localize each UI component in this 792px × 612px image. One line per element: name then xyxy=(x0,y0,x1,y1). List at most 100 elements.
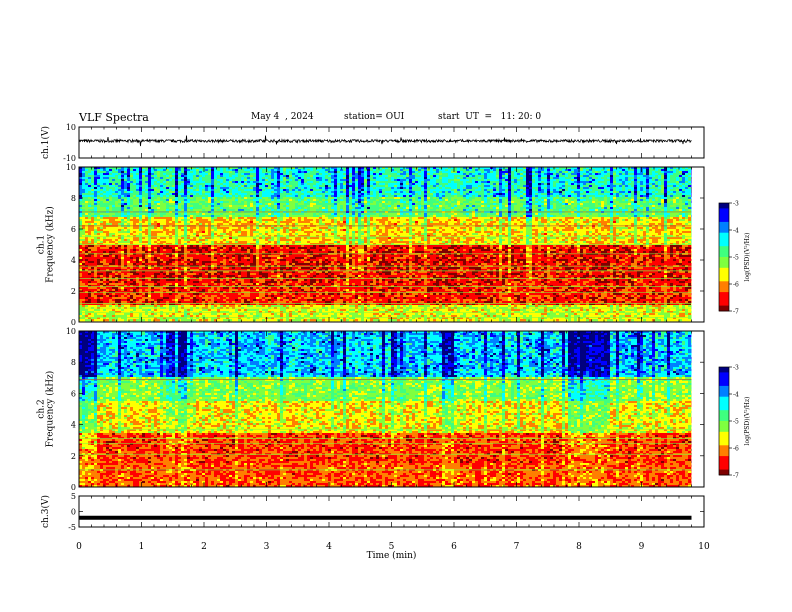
ch1-spectrogram-cell xyxy=(445,207,448,209)
ch1-spectrogram-cell xyxy=(256,193,259,195)
ch1-spectrogram-cell xyxy=(562,205,565,207)
ch1-spectrogram-cell xyxy=(331,177,334,179)
ch1-spectrogram-cell xyxy=(454,181,457,183)
ch1-spectrogram-cell xyxy=(688,205,691,207)
ch1-spectrogram-cell xyxy=(658,197,661,199)
ch1-spectrogram-cell xyxy=(316,203,319,205)
ch1-spectrogram-cell xyxy=(250,199,253,201)
ch1-spectrogram-cell xyxy=(247,181,250,183)
ch1-spectrogram-cell xyxy=(274,181,277,183)
ch1-spectrogram-cell xyxy=(109,189,112,191)
ch1-spectrogram-cell xyxy=(166,195,169,197)
ch1-spectrogram-cell xyxy=(322,191,325,193)
ch1-spectrogram-cell xyxy=(349,183,352,185)
ch1-spectrogram-cell xyxy=(427,195,430,197)
ch1-spectrogram-cell xyxy=(163,201,166,203)
ch1-spectrogram-cell xyxy=(427,175,430,177)
ch1-spectrogram-cell xyxy=(214,173,217,175)
ch1-spectrogram-cell xyxy=(673,209,676,211)
ch1-spectrogram-cell xyxy=(622,173,625,175)
ch1-spectrogram-cell xyxy=(457,205,460,207)
ch1-spectrogram-cell xyxy=(424,173,427,175)
ch1-spectrogram-cell xyxy=(154,193,157,195)
ch1-spectrogram-cell xyxy=(577,191,580,193)
ch1-spectrogram-cell xyxy=(460,173,463,175)
ch1-spectrogram-cell xyxy=(310,201,313,203)
ch1-spectrogram-cell xyxy=(505,187,508,189)
ch1-spectrogram-cell xyxy=(673,195,676,197)
ch1-spectrogram-cell xyxy=(208,199,211,201)
ch1-spectrogram-cell xyxy=(523,179,526,181)
ch1-spectrogram-cell xyxy=(94,179,97,181)
ch1-spectrogram-cell xyxy=(655,187,658,189)
ch1-spectrogram-cell xyxy=(136,169,139,171)
ch1-spectrogram-cell xyxy=(301,209,304,211)
ch1-spectrogram-cell xyxy=(520,201,523,203)
ch1-spectrogram-cell xyxy=(424,195,427,197)
ch1-spectrogram-cell xyxy=(199,187,202,189)
ch1-spectrogram-cell xyxy=(646,179,649,181)
ch1-spectrogram-cell xyxy=(244,171,247,173)
ch1-spectrogram-cell xyxy=(190,205,193,207)
ch1-spectrogram-cell xyxy=(229,185,232,187)
ch1-spectrogram-cell xyxy=(232,171,235,173)
ch1-spectrogram-cell xyxy=(175,169,178,171)
ch1-spectrogram-cell xyxy=(643,191,646,193)
ch1-spectrogram-cell xyxy=(361,175,364,177)
ch1-spectrogram-cell xyxy=(634,207,637,209)
ch1-spectrogram-cell xyxy=(274,177,277,179)
ch1-spectrogram-cell xyxy=(523,209,526,211)
ch1-spectrogram-cell xyxy=(136,195,139,197)
ch1-spectrogram-cell xyxy=(82,189,85,191)
ch1-spectrogram-cell xyxy=(163,185,166,187)
ch1-spectrogram-cell xyxy=(418,171,421,173)
ch1-spectrogram-cell xyxy=(184,201,187,203)
ch1-spectrogram-cell xyxy=(520,187,523,189)
ch1-spectrogram-cell xyxy=(607,195,610,197)
ch1-spectrogram-cell xyxy=(175,181,178,183)
ch1-spectrogram-cell xyxy=(220,197,223,199)
ch1-spectrogram-cell xyxy=(439,181,442,183)
ch1-spectrogram-cell xyxy=(196,207,199,209)
ch1-spectrogram-cell xyxy=(331,185,334,187)
ch1-spectrogram-cell xyxy=(592,197,595,199)
ch1-spectrogram-cell xyxy=(571,197,574,199)
ch1-spectrogram-cell xyxy=(355,201,358,203)
ch1-spectrogram-cell xyxy=(562,189,565,191)
ch1-spectrogram-cell xyxy=(355,173,358,175)
ch1-spectrogram-cell xyxy=(421,189,424,191)
ch1-spectrogram-cell xyxy=(505,175,508,177)
ch1-spectrogram-cell xyxy=(664,183,667,185)
ch1-spectrogram-cell xyxy=(112,177,115,179)
ch1-spectrogram-cell xyxy=(424,171,427,173)
ch1-spectrogram-cell xyxy=(649,187,652,189)
ch1-spectrogram-cell xyxy=(169,197,172,199)
ch1-spectrogram-cell xyxy=(124,207,127,209)
ch1-spectrogram-cell xyxy=(667,185,670,187)
ch1-spectrogram-cell xyxy=(409,205,412,207)
ch1-spectrogram-cell xyxy=(559,197,562,199)
ch1-spectrogram-cell xyxy=(292,209,295,211)
ch1-spectrogram-cell xyxy=(262,213,265,215)
ch1-spectrogram-cell xyxy=(556,199,559,201)
ch1-spectrogram-cell xyxy=(385,201,388,203)
ch1-spectrogram-cell xyxy=(409,207,412,209)
ch1-spectrogram-cell xyxy=(136,213,139,215)
ch1-spectrogram-cell xyxy=(202,209,205,211)
ch1-spectrogram-cell xyxy=(325,197,328,199)
ch1-spectrogram-cell xyxy=(574,207,577,209)
ch1-spectrogram-cell xyxy=(274,183,277,185)
ch1-spectrogram-cell xyxy=(571,205,574,207)
ch1-spectrogram-cell xyxy=(286,171,289,173)
ch1-spectrogram-cell xyxy=(133,169,136,171)
ch1-spectrogram-cell xyxy=(196,171,199,173)
ch1-spectrogram-cell xyxy=(640,179,643,181)
ch1-spectrogram-cell xyxy=(349,197,352,199)
ch1-spectrogram-cell xyxy=(481,173,484,175)
ch1-spectrogram-cell xyxy=(403,209,406,211)
ch1-spectrogram-cell xyxy=(604,195,607,197)
ch1-spectrogram-cell xyxy=(253,177,256,179)
ch1-spectrogram-cell xyxy=(238,189,241,191)
ch1-spectrogram-cell xyxy=(166,207,169,209)
ch1-spectrogram-cell xyxy=(232,189,235,191)
